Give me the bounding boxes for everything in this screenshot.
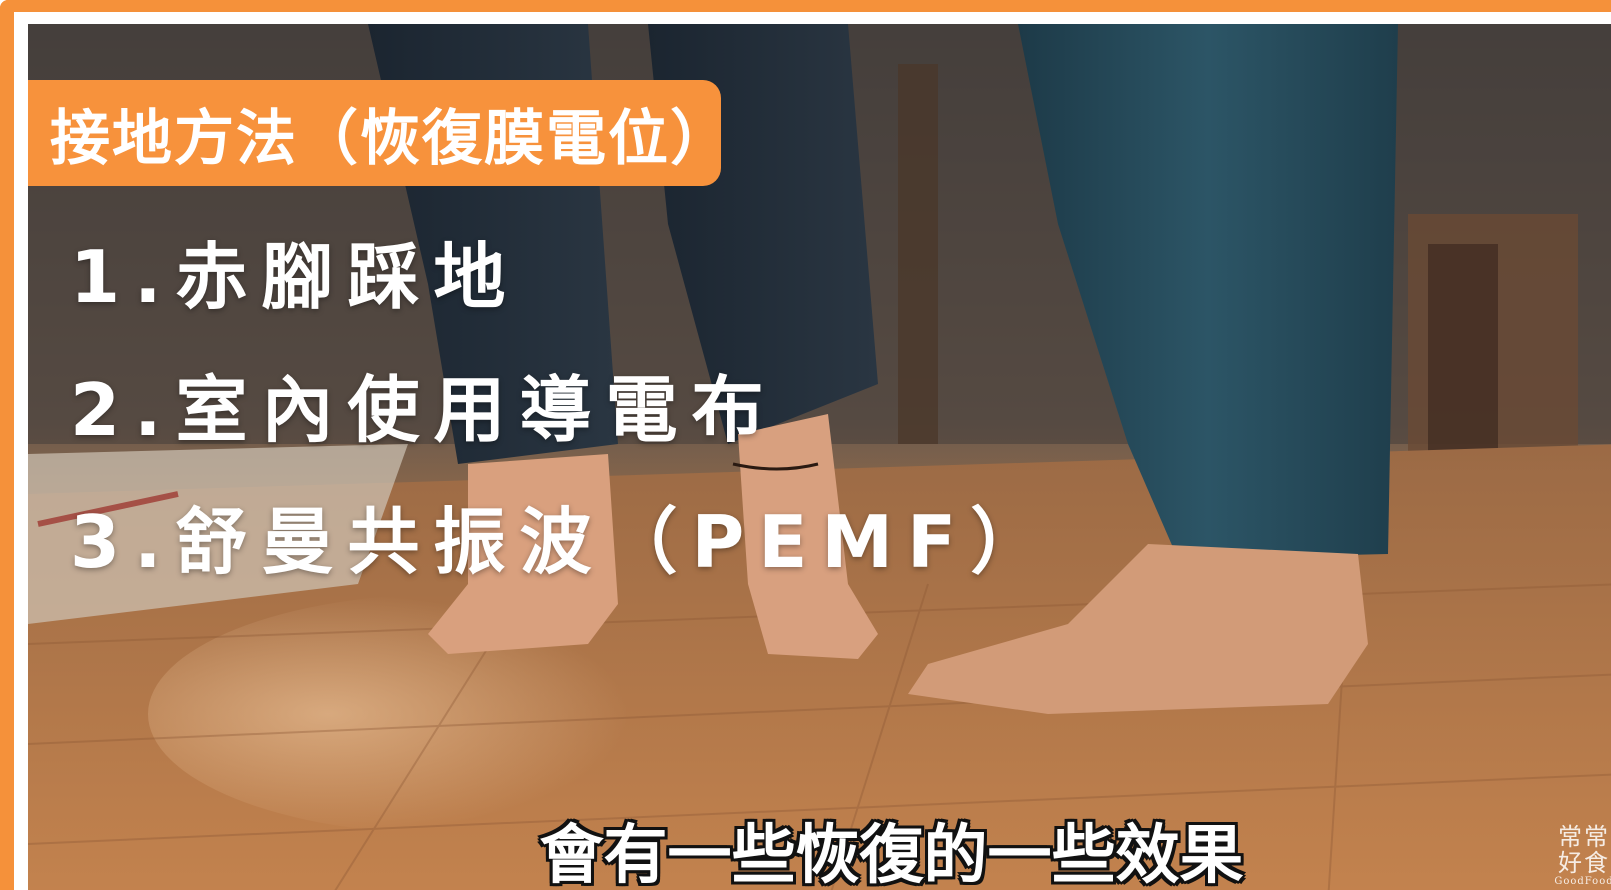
- watermark-line-2: 好食: [1558, 849, 1610, 877]
- title-text: 接地方法（恢復膜電位）: [50, 103, 732, 174]
- method-item-3: 3.舒曼共振波（PEMF）: [70, 500, 1057, 584]
- method-item-2: 2.室內使用導電布: [70, 368, 778, 452]
- video-scene: 接地方法（恢復膜電位） 1.赤腳踩地 2.室內使用導電布 3.舒曼共振波（PEM…: [28, 24, 1611, 890]
- channel-watermark-logo: 常常 好食 GoodFood: [1550, 824, 1611, 887]
- method-item-1: 1.赤腳踩地: [70, 235, 520, 319]
- watermark-line-1: 常常: [1558, 823, 1610, 851]
- title-banner: 接地方法（恢復膜電位）: [28, 80, 730, 186]
- subtitle-caption: 會有一些恢復的一些效果: [539, 819, 1244, 890]
- watermark-english: GoodFood: [1554, 876, 1611, 887]
